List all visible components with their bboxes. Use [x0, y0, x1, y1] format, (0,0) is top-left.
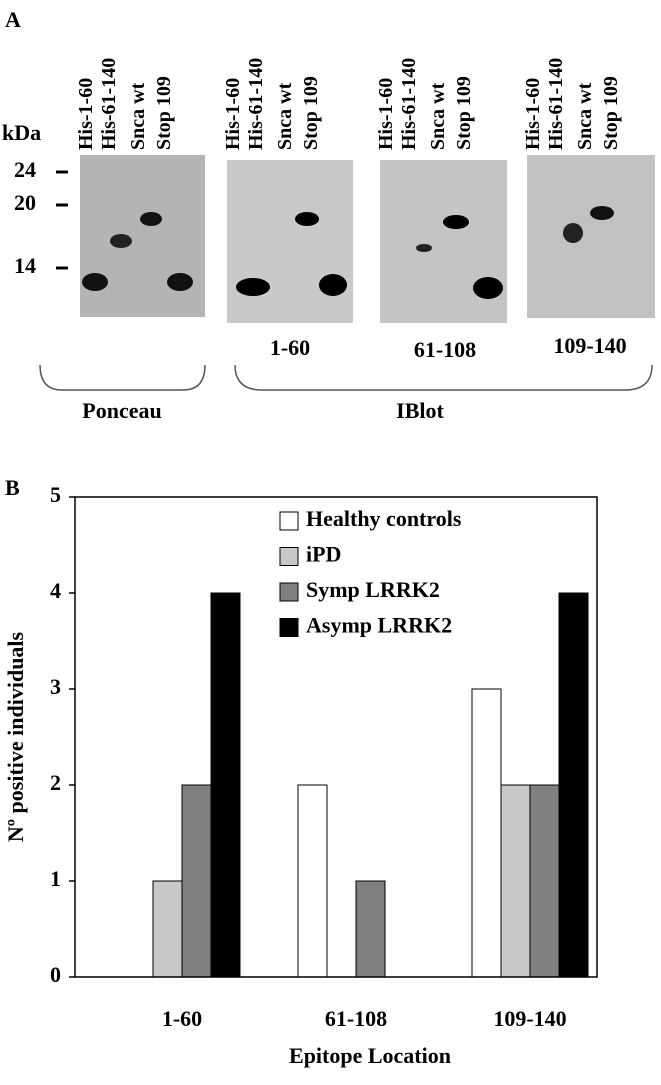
legend-swatch: [279, 582, 299, 602]
x-tick-label: 61-108: [325, 1006, 387, 1031]
lane-label: Snca wt: [274, 82, 296, 150]
band: [295, 212, 319, 226]
lane-label: Stop 109: [453, 76, 475, 150]
band: [140, 212, 162, 226]
bar: [558, 592, 589, 978]
bar: [500, 784, 531, 978]
band: [443, 215, 469, 229]
y-tick-label: 4: [50, 578, 61, 603]
bar: [529, 784, 560, 978]
group-label: Ponceau: [82, 398, 161, 423]
panel-label: B: [5, 475, 20, 500]
y-tick-label: 0: [50, 962, 61, 987]
blot-images: [80, 155, 655, 323]
band: [590, 206, 614, 220]
epitope-label: 1-60: [270, 335, 310, 360]
lane-label: Snca wt: [574, 82, 596, 150]
x-axis-label: Epitope Location: [289, 1043, 451, 1068]
bar: [181, 784, 212, 978]
marker-label: 24: [14, 157, 36, 182]
panel-label: A: [5, 7, 21, 32]
band: [236, 278, 270, 296]
x-tick-label: 1-60: [162, 1006, 202, 1031]
band: [82, 273, 108, 291]
legend-label: Symp LRRK2: [306, 577, 440, 602]
epitope-label: 109-140: [553, 333, 626, 358]
kda-label: kDa: [2, 120, 41, 145]
y-tick-label: 5: [50, 482, 61, 507]
band: [110, 234, 132, 248]
legend-swatch: [279, 547, 299, 566]
lane-label: His-61-140: [98, 58, 120, 150]
blot: [227, 160, 353, 323]
lane-label: His-1-60: [222, 78, 244, 150]
legend-swatch: [279, 511, 299, 531]
y-tick-label: 2: [50, 770, 61, 795]
blot: [80, 155, 205, 317]
marker-dashes: [56, 170, 68, 270]
lane-label: His-1-60: [375, 78, 397, 150]
legend-swatch: [279, 618, 299, 637]
y-tick-label: 1: [50, 866, 61, 891]
band: [416, 244, 432, 252]
band: [167, 273, 193, 291]
group-label: IBlot: [396, 398, 444, 423]
bar: [210, 592, 241, 978]
lane-label: Snca wt: [427, 82, 449, 150]
legend-label: Asymp LRRK2: [306, 613, 452, 638]
y-axis-label: Nº positive individuals: [3, 631, 28, 842]
lane-label: His-1-60: [522, 78, 544, 150]
blot: [527, 155, 655, 318]
lane-label: Stop 109: [300, 76, 322, 150]
bar: [152, 880, 183, 978]
marker-label: 20: [14, 190, 36, 215]
band: [473, 277, 503, 299]
bar: [355, 880, 386, 978]
lane-label: His-1-60: [75, 78, 97, 150]
bar: [297, 784, 328, 978]
legend-label: iPD: [306, 542, 341, 567]
legend-label: Healthy controls: [306, 506, 462, 531]
epitope-label: 61-108: [414, 337, 476, 362]
lane-label: Stop 109: [600, 76, 622, 150]
lane-label: Snca wt: [127, 82, 149, 150]
band: [563, 223, 583, 243]
lane-label: His-61-140: [545, 58, 567, 150]
bar: [471, 688, 502, 978]
brace: [234, 364, 653, 391]
band: [319, 274, 347, 296]
x-tick-label: 109-140: [493, 1006, 566, 1031]
lane-label: Stop 109: [153, 76, 175, 150]
brace: [39, 364, 206, 391]
plot-frame: [74, 496, 598, 978]
marker-label: 14: [14, 253, 36, 278]
y-tick-label: 3: [50, 674, 61, 699]
lane-label: His-61-140: [245, 58, 267, 150]
lane-label: His-61-140: [398, 58, 420, 150]
